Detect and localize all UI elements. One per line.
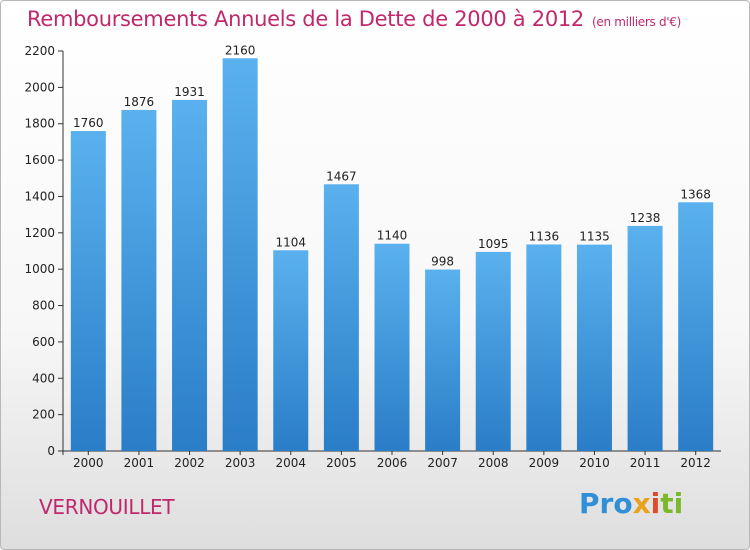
- logo-part-4: ti: [660, 487, 684, 520]
- bar-2002: [172, 99, 208, 451]
- y-tick-label: 800: [32, 299, 55, 313]
- x-tick-label-2010: 2010: [579, 456, 610, 470]
- axes: 0 200 400 600 800 1000 1200 1400 1600 1800 2000 220…: [24, 44, 721, 470]
- bars: [70, 58, 714, 452]
- data-label-2007: 998: [431, 255, 454, 269]
- bar-labels: 1760 1876 1931 2160 1104 1467 1140 998 1095 1136 1…: [73, 43, 711, 268]
- data-label-2004: 1104: [275, 235, 306, 249]
- x-tick-label-2003: 2003: [225, 456, 256, 470]
- x-tick-label-2009: 2009: [529, 456, 560, 470]
- data-label-2008: 1095: [478, 237, 509, 251]
- data-label-2012: 1368: [680, 187, 711, 201]
- y-tick-label: 400: [32, 371, 55, 385]
- bar-2003: [222, 58, 258, 451]
- bar-2011: [627, 225, 663, 451]
- bar-2004: [273, 250, 309, 451]
- x-tick-label-2006: 2006: [377, 456, 408, 470]
- bar-2008: [475, 251, 511, 451]
- y-tick-label: 1600: [24, 153, 55, 167]
- data-label-2009: 1136: [529, 229, 560, 243]
- y-tick-label: 2000: [24, 80, 55, 94]
- x-tick-label-2007: 2007: [427, 456, 458, 470]
- data-label-2005: 1467: [326, 169, 357, 183]
- bar-2000: [70, 131, 106, 451]
- bar-2005: [323, 184, 359, 452]
- proxiti-logo[interactable]: Proxiti: [579, 487, 683, 520]
- chart-title: Remboursements Annuels de la Dette de 20…: [27, 7, 681, 31]
- y-tick-label: 1200: [24, 226, 55, 240]
- data-label-2010: 1135: [579, 230, 610, 244]
- x-tick-label-2008: 2008: [478, 456, 509, 470]
- x-tick-label-2005: 2005: [326, 456, 357, 470]
- bar-2010: [576, 244, 612, 451]
- x-tick-label-2001: 2001: [124, 456, 155, 470]
- bar-2012: [678, 202, 714, 451]
- y-tick-label: 200: [32, 408, 55, 422]
- y-tick-label: 1400: [24, 189, 55, 203]
- x-tick-label-2012: 2012: [680, 456, 711, 470]
- data-label-2003: 2160: [225, 43, 256, 57]
- logo-part-3: i: [650, 487, 661, 520]
- unit-label: (en milliers d'€): [592, 15, 682, 29]
- data-label-2000: 1760: [73, 116, 104, 130]
- data-label-2011: 1238: [630, 211, 661, 225]
- logo-part-2: x: [632, 487, 651, 520]
- y-tick-label: 0: [47, 444, 55, 458]
- bar-2006: [374, 243, 410, 451]
- y-tick-label: 600: [32, 335, 55, 349]
- logo-part-1: Pro: [579, 487, 633, 520]
- data-label-2002: 1931: [174, 85, 205, 99]
- bar-2009: [526, 244, 562, 451]
- place-name: VERNOUILLET: [39, 495, 175, 519]
- y-tick-label: 1800: [24, 117, 55, 131]
- chart-title-text: Remboursements Annuels de la Dette de 20…: [27, 7, 584, 31]
- y-tick-label: 1000: [24, 262, 55, 276]
- y-tick-label: 2200: [24, 44, 55, 58]
- data-label-2001: 1876: [124, 95, 155, 109]
- bar-2007: [425, 269, 461, 451]
- x-tick-label-2004: 2004: [275, 456, 306, 470]
- x-tick-label-2011: 2011: [630, 456, 661, 470]
- data-label-2006: 1140: [377, 229, 408, 243]
- x-tick-label-2000: 2000: [73, 456, 104, 470]
- x-tick-label-2002: 2002: [174, 456, 205, 470]
- bar-2001: [121, 109, 157, 451]
